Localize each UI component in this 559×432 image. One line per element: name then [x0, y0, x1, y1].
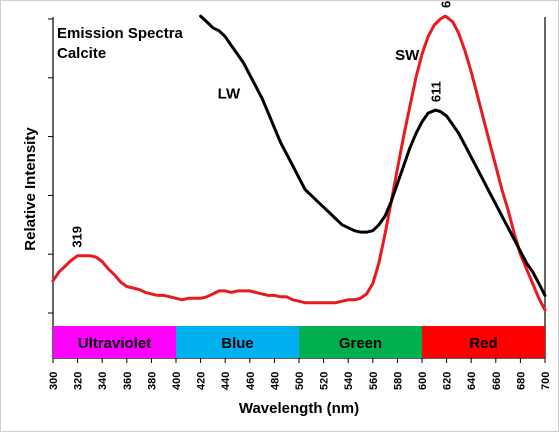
x-tick-label: 660 [491, 372, 503, 390]
band-red [422, 326, 545, 358]
band-label-green: Green [339, 335, 382, 352]
x-tick-label: 540 [343, 372, 355, 390]
series-label: LW [218, 85, 241, 102]
chart-title: Emission Spectra [57, 25, 184, 42]
annotations: 319 619 611 LW SW [69, 1, 453, 248]
band-blue [176, 326, 299, 358]
x-tick-label: 480 [269, 372, 281, 390]
series-line-sw [51, 14, 547, 312]
x-tick-label: 620 [442, 372, 454, 390]
x-tick-label: 700 [540, 372, 552, 390]
x-tick-label: 460 [245, 372, 257, 390]
x-tick-label: 560 [368, 372, 380, 390]
x-tick-label: 400 [171, 372, 183, 390]
x-axis-ticks: 300 320 340 360 380 400 420 440 460 480 500 520 540 5… [48, 358, 552, 390]
band-label-red: Red [469, 335, 497, 352]
band-ultraviolet [53, 326, 176, 358]
series-lines [51, 14, 547, 312]
x-tick-label: 600 [417, 372, 429, 390]
peak-label: 319 [69, 226, 84, 248]
x-tick-label: 340 [97, 372, 109, 390]
color-bands: Ultraviolet Blue Green Red [53, 326, 545, 358]
y-axis-label: Relative Intensity [22, 127, 39, 251]
x-tick-label: 520 [319, 372, 331, 390]
y-axis-ticks [48, 18, 53, 314]
peak-label: 619 [438, 1, 453, 8]
x-axis-label: Wavelength (nm) [239, 400, 359, 417]
x-tick-label: 500 [294, 372, 306, 390]
x-tick-label: 320 [73, 372, 85, 390]
x-tick-label: 440 [220, 372, 232, 390]
x-tick-label: 580 [392, 372, 404, 390]
x-tick-label: 680 [515, 372, 527, 390]
series-line-lw [199, 14, 547, 297]
x-tick-label: 640 [466, 372, 478, 390]
x-tick-label: 380 [146, 372, 158, 390]
series-label: SW [395, 47, 420, 64]
band-label-ultraviolet: Ultraviolet [78, 335, 151, 352]
chart-subtitle: Calcite [57, 45, 106, 62]
x-tick-label: 420 [196, 372, 208, 390]
x-tick-label: 300 [48, 372, 60, 390]
peak-label: 611 [429, 81, 444, 102]
x-tick-label: 360 [122, 372, 134, 390]
band-label-blue: Blue [221, 335, 254, 352]
band-green [299, 326, 422, 358]
